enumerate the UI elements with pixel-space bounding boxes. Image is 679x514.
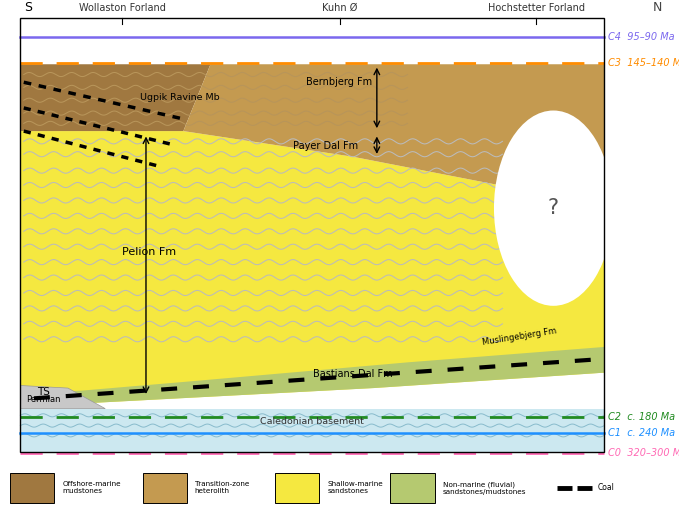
- Text: Ugpik Ravine Mb: Ugpik Ravine Mb: [140, 93, 220, 102]
- Polygon shape: [20, 131, 604, 409]
- FancyBboxPatch shape: [143, 473, 187, 503]
- Text: Shallow-marine
sandstones: Shallow-marine sandstones: [327, 481, 383, 494]
- Ellipse shape: [494, 111, 613, 306]
- Polygon shape: [20, 64, 210, 131]
- Text: Bastians Dal Fm: Bastians Dal Fm: [313, 369, 393, 379]
- Text: Non-marine (fluvial)
sandstones/mudstones: Non-marine (fluvial) sandstones/mudstone…: [443, 481, 526, 494]
- Text: Permian: Permian: [26, 395, 60, 404]
- Text: C3  145–140 Ma: C3 145–140 Ma: [608, 58, 679, 68]
- FancyBboxPatch shape: [10, 473, 54, 503]
- Text: Kuhn Ø: Kuhn Ø: [322, 3, 357, 13]
- Polygon shape: [20, 386, 105, 409]
- Text: Payer Dal Fm: Payer Dal Fm: [293, 141, 359, 152]
- Text: Muslingebjerg Fm: Muslingebjerg Fm: [481, 326, 557, 347]
- Polygon shape: [183, 64, 604, 206]
- Text: Transition-zone
heterolith: Transition-zone heterolith: [195, 481, 249, 494]
- Text: S: S: [24, 1, 32, 14]
- Text: Wollaston Forland: Wollaston Forland: [79, 3, 166, 13]
- Text: Coal: Coal: [598, 483, 614, 492]
- FancyBboxPatch shape: [275, 473, 319, 503]
- Polygon shape: [20, 409, 604, 452]
- Text: Caledonian basement: Caledonian basement: [261, 417, 364, 426]
- Text: Pelion Fm: Pelion Fm: [122, 247, 177, 257]
- Text: C0  320–300 Ma: C0 320–300 Ma: [608, 448, 679, 458]
- Text: C4  95–90 Ma: C4 95–90 Ma: [608, 32, 675, 42]
- FancyBboxPatch shape: [390, 473, 435, 503]
- Polygon shape: [20, 18, 604, 452]
- Text: ?: ?: [548, 198, 559, 218]
- Text: C2  c. 180 Ma: C2 c. 180 Ma: [608, 412, 676, 423]
- Text: TS: TS: [37, 387, 50, 397]
- Text: N: N: [653, 1, 662, 14]
- Text: C1  c. 240 Ma: C1 c. 240 Ma: [608, 428, 676, 438]
- Text: Offshore-marine
mudstones: Offshore-marine mudstones: [62, 481, 121, 494]
- Text: Hochstetter Forland: Hochstetter Forland: [488, 3, 585, 13]
- Text: Bernbjerg Fm: Bernbjerg Fm: [306, 77, 373, 87]
- Polygon shape: [20, 347, 604, 405]
